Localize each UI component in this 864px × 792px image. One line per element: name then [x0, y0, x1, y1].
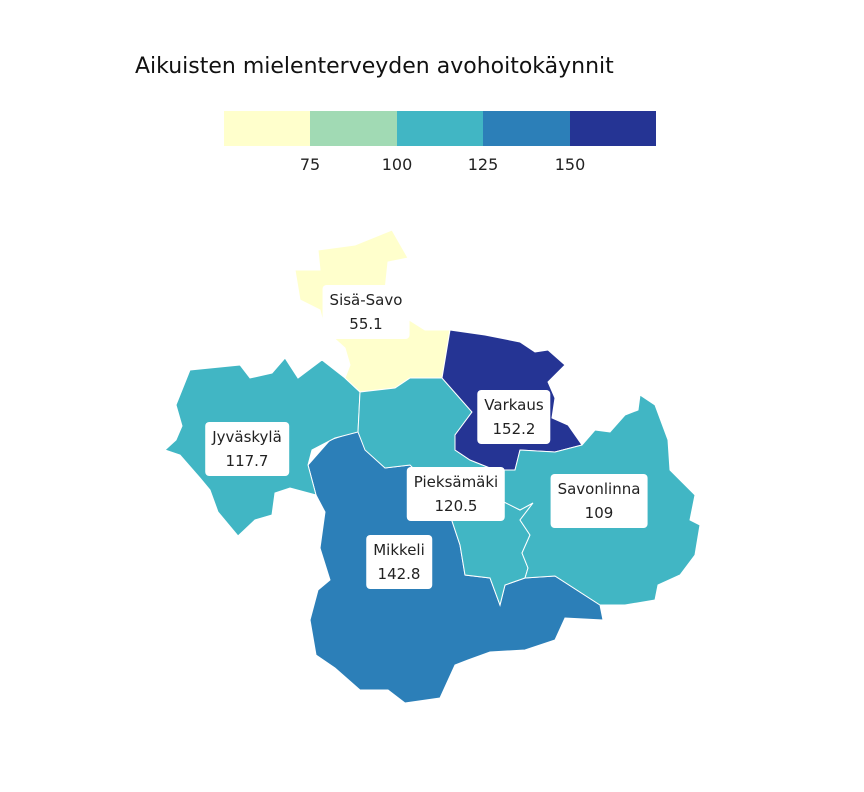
- region-name: Pieksämäki: [413, 473, 499, 491]
- legend-tick-75: 75: [299, 155, 321, 174]
- region-label-mikkeli: Mikkeli 142.8: [366, 535, 432, 589]
- legend-swatch-1: [224, 111, 311, 146]
- region-name: Varkaus: [484, 396, 544, 414]
- region-value: 120.5: [434, 497, 478, 515]
- region-name: Savonlinna: [557, 480, 641, 498]
- region-value: 152.2: [492, 420, 536, 438]
- region-value: 117.7: [225, 452, 269, 470]
- legend-tick-125: 125: [467, 155, 499, 174]
- legend-tick-100: 100: [381, 155, 413, 174]
- legend-swatch-5: [569, 111, 657, 146]
- region-label-jyvaskyla: Jyväskylä 117.7: [205, 422, 289, 476]
- region-name: Mikkeli: [373, 541, 425, 559]
- region-label-savonlinna: Savonlinna 109: [550, 474, 648, 528]
- region-label-sisa-savo: Sisä-Savo 55.1: [322, 285, 410, 339]
- region-label-varkaus: Varkaus 152.2: [477, 390, 551, 444]
- legend-swatch-2: [310, 111, 397, 146]
- legend-swatch-4: [483, 111, 570, 146]
- region-name: Sisä-Savo: [329, 291, 403, 309]
- legend-tick-150: 150: [554, 155, 586, 174]
- region-value: 55.1: [349, 315, 383, 333]
- region-value: 142.8: [377, 565, 421, 583]
- map-title: Aikuisten mielenterveyden avohoitokäynni…: [135, 54, 614, 79]
- region-label-pieksamaki: Pieksämäki 120.5: [406, 467, 506, 521]
- region-value: 109: [584, 504, 614, 522]
- legend-swatch-3: [396, 111, 484, 146]
- region-name: Jyväskylä: [212, 428, 282, 446]
- color-legend: [224, 111, 657, 146]
